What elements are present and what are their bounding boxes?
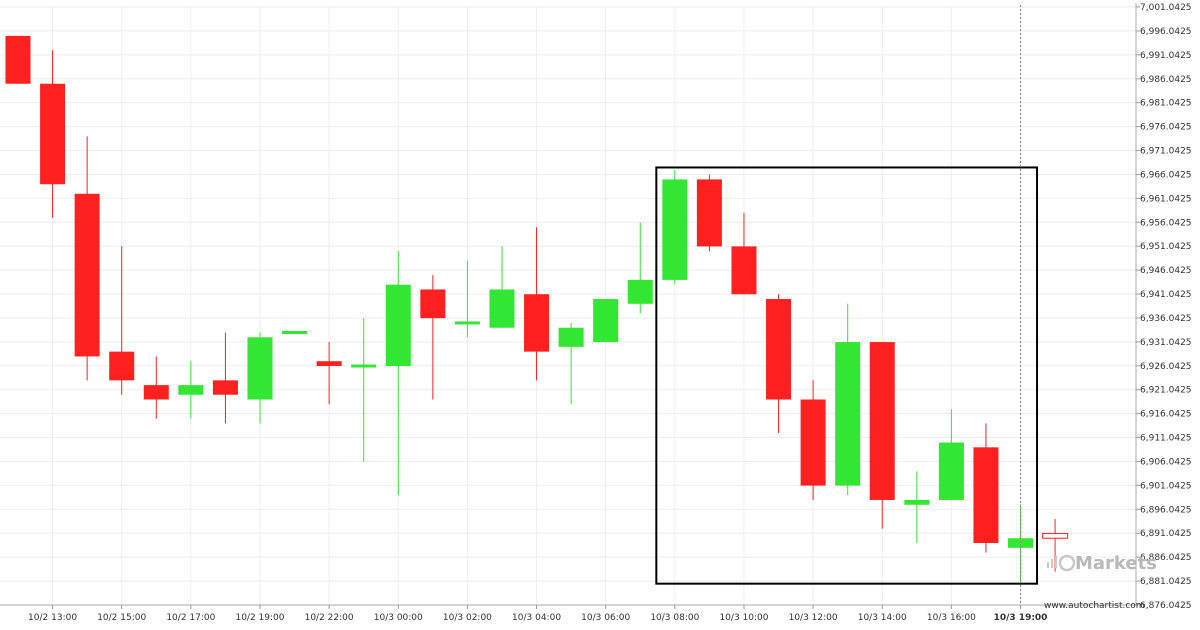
candle-body xyxy=(282,331,308,335)
candle-body xyxy=(454,321,480,325)
watermark-text: Markets xyxy=(1075,553,1157,574)
candle-body xyxy=(247,337,273,400)
y-tick-label: 6,921.0425 xyxy=(1140,386,1192,396)
x-tick-label: 10/3 10:00 xyxy=(719,613,768,623)
candle-body xyxy=(627,279,653,304)
y-tick-label: 6,936.0425 xyxy=(1140,314,1192,324)
credit-url: www.autochartist.com xyxy=(1044,601,1145,611)
watermark-bar-icon-2 xyxy=(1051,559,1053,568)
x-tick-label: 10/3 16:00 xyxy=(927,613,976,623)
axes: 7,001.0425 6,996.0425 6,991.0425 6,986.0425… xyxy=(0,3,1192,623)
x-tick-label: 10/3 08:00 xyxy=(650,613,699,623)
candle-body xyxy=(835,342,861,486)
y-tick-label: 6,916.0425 xyxy=(1140,410,1192,420)
candle-body xyxy=(904,499,930,505)
watermark-bar-icon-1 xyxy=(1047,562,1049,568)
candle-body xyxy=(766,299,792,400)
candle-body xyxy=(316,361,342,367)
y-tick-label: 6,956.0425 xyxy=(1140,218,1192,228)
watermark: Markets xyxy=(1047,553,1157,574)
candle-body xyxy=(1042,532,1069,539)
y-tick-label: 6,881.0425 xyxy=(1140,577,1192,587)
candles xyxy=(5,35,1069,582)
candle-body xyxy=(558,327,584,347)
watermark-bar-icon-3 xyxy=(1055,556,1057,568)
y-tick-label: 6,981.0425 xyxy=(1140,99,1192,109)
candle-body xyxy=(524,294,550,352)
candle-body xyxy=(489,289,515,328)
candle-body xyxy=(212,380,238,395)
grid xyxy=(0,6,1136,606)
x-tick-label: 10/2 17:00 xyxy=(166,613,215,623)
y-tick-label: 6,951.0425 xyxy=(1140,242,1192,252)
candle-body xyxy=(731,246,757,295)
y-tick-label: 6,996.0425 xyxy=(1140,27,1192,37)
candle-body xyxy=(143,385,169,400)
pattern-box-layer xyxy=(655,166,1039,585)
y-tick-label: 7,001.0425 xyxy=(1140,3,1192,13)
candle-body xyxy=(385,284,411,367)
candle-body xyxy=(1008,538,1034,548)
y-tick-label: 6,986.0425 xyxy=(1140,75,1192,85)
y-tick-label: 6,896.0425 xyxy=(1140,505,1192,515)
y-tick-label: 6,991.0425 xyxy=(1140,51,1192,61)
candle-body xyxy=(351,364,377,368)
y-tick-label: 6,961.0425 xyxy=(1140,194,1192,204)
candle-body xyxy=(696,179,722,247)
y-tick-label: 6,976.0425 xyxy=(1140,123,1192,133)
candle-body xyxy=(973,447,999,544)
x-tick-label: 10/3 19:00 xyxy=(994,613,1048,623)
y-tick-label: 6,906.0425 xyxy=(1140,457,1192,467)
y-tick-label: 6,931.0425 xyxy=(1140,338,1192,348)
candle-body xyxy=(40,83,66,185)
candle-body xyxy=(178,385,204,395)
x-tick-label: 10/2 13:00 xyxy=(28,613,77,623)
y-tick-label: 6,891.0425 xyxy=(1140,529,1192,539)
x-tick-label: 10/2 19:00 xyxy=(235,613,284,623)
y-tick-label: 6,971.0425 xyxy=(1140,147,1192,157)
y-tick-label: 6,946.0425 xyxy=(1140,266,1192,276)
y-tick-label: 6,911.0425 xyxy=(1140,434,1192,444)
candle-body xyxy=(593,299,619,343)
candle-body xyxy=(662,179,688,280)
candle-body xyxy=(74,193,100,357)
candle-body xyxy=(109,351,135,381)
candle-body xyxy=(938,442,964,500)
x-tick-label: 10/3 14:00 xyxy=(858,613,907,623)
x-tick-label: 10/3 02:00 xyxy=(443,613,492,623)
y-tick-label: 6,926.0425 xyxy=(1140,362,1192,372)
candle-body xyxy=(800,399,826,486)
candle-body xyxy=(420,289,446,319)
y-tick-label: 6,966.0425 xyxy=(1140,170,1192,180)
x-tick-label: 10/3 00:00 xyxy=(374,613,423,623)
pattern-box xyxy=(655,166,1039,585)
y-tick-label: 6,876.0425 xyxy=(1140,601,1192,611)
x-tick-label: 10/3 04:00 xyxy=(512,613,561,623)
candle-body xyxy=(869,342,895,500)
x-tick-label: 10/2 22:00 xyxy=(305,613,354,623)
x-tick-label: 10/3 12:00 xyxy=(789,613,838,623)
x-tick-label: 10/3 06:00 xyxy=(581,613,630,623)
watermark-ring-icon xyxy=(1058,554,1076,572)
y-tick-label: 6,886.0425 xyxy=(1140,553,1192,563)
y-tick-label: 6,901.0425 xyxy=(1140,481,1192,491)
x-tick-label: 10/2 15:00 xyxy=(97,613,146,623)
y-tick-label: 6,941.0425 xyxy=(1140,290,1192,300)
candle-body xyxy=(5,35,31,84)
